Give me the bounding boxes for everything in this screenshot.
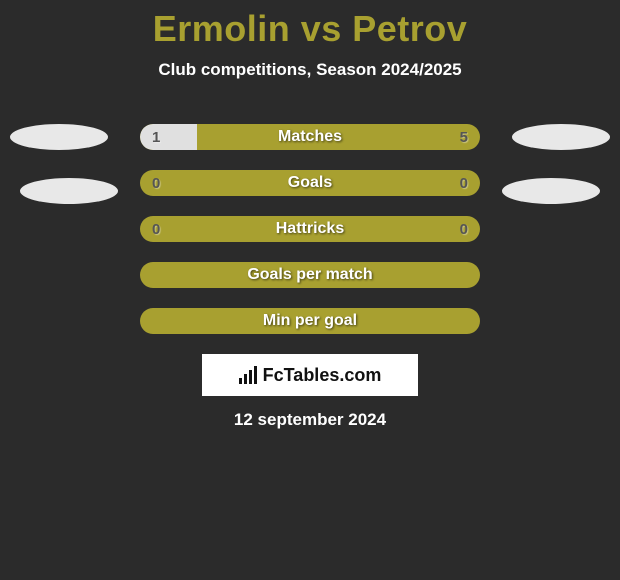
comparison-bars: 15Matches 00Goals 00Hattricks Goals per mat… xyxy=(140,124,480,354)
player-left-photo-placeholder xyxy=(10,124,108,150)
bar-label: Matches xyxy=(140,124,480,150)
stat-bar: 15Matches xyxy=(140,124,480,150)
stat-bar: 00Goals xyxy=(140,170,480,196)
chart-icon xyxy=(239,366,257,384)
player-right-photo-placeholder xyxy=(512,124,610,150)
stat-bar: Goals per match xyxy=(140,262,480,288)
stat-bar: 00Hattricks xyxy=(140,216,480,242)
bar-label: Goals xyxy=(140,170,480,196)
bar-label: Hattricks xyxy=(140,216,480,242)
page-title: Ermolin vs Petrov xyxy=(0,0,620,50)
fctables-logo: FcTables.com xyxy=(202,354,418,396)
logo-text: FcTables.com xyxy=(263,365,382,386)
date-line: 12 september 2024 xyxy=(0,410,620,430)
player-right-photo-placeholder-2 xyxy=(502,178,600,204)
player-left-photo-placeholder-2 xyxy=(20,178,118,204)
bar-label: Min per goal xyxy=(140,308,480,334)
subtitle: Club competitions, Season 2024/2025 xyxy=(0,60,620,80)
stat-bar: Min per goal xyxy=(140,308,480,334)
bar-label: Goals per match xyxy=(140,262,480,288)
